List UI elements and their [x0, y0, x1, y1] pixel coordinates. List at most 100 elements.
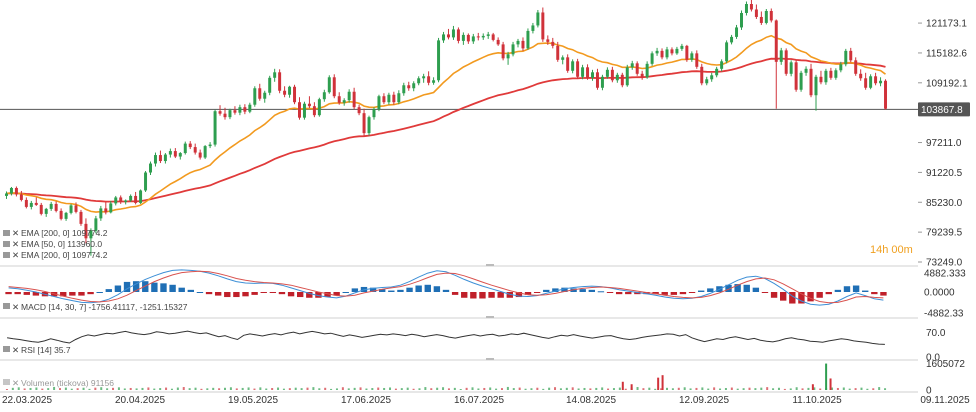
candle[interactable]: [566, 54, 570, 73]
candle[interactable]: [124, 199, 128, 205]
candle[interactable]: [4, 191, 8, 199]
candle[interactable]: [223, 107, 227, 120]
candle[interactable]: [327, 75, 331, 94]
candle[interactable]: [720, 59, 724, 72]
candle[interactable]: [437, 37, 441, 83]
candle[interactable]: [476, 32, 480, 41]
candle[interactable]: [769, 8, 773, 23]
candle[interactable]: [372, 107, 376, 120]
candle[interactable]: [29, 200, 33, 210]
candle[interactable]: [869, 74, 873, 90]
candle[interactable]: [446, 28, 450, 40]
candle[interactable]: [754, 4, 758, 19]
settings-icon[interactable]: [3, 252, 10, 258]
candle[interactable]: [283, 86, 287, 98]
candle[interactable]: [149, 161, 152, 175]
candle[interactable]: [635, 61, 639, 76]
candle[interactable]: [49, 201, 53, 211]
candle[interactable]: [670, 47, 674, 56]
candle[interactable]: [864, 72, 868, 90]
candle[interactable]: [655, 47, 659, 56]
candle[interactable]: [134, 191, 138, 205]
candle[interactable]: [854, 57, 858, 76]
candle[interactable]: [744, 1, 748, 16]
candle[interactable]: [735, 24, 739, 39]
candle[interactable]: [799, 70, 803, 92]
candle[interactable]: [695, 50, 699, 69]
candle[interactable]: [536, 9, 540, 28]
volume-pane[interactable]: 1605072 0: [5, 359, 965, 397]
candle[interactable]: [258, 83, 262, 101]
candle[interactable]: [322, 89, 326, 102]
candle[interactable]: [774, 19, 778, 109]
candle[interactable]: [89, 228, 93, 256]
candle[interactable]: [680, 43, 684, 51]
candle[interactable]: [506, 51, 510, 65]
candle[interactable]: [302, 101, 306, 120]
candle[interactable]: [625, 64, 629, 87]
candle[interactable]: [109, 200, 113, 214]
candle[interactable]: [605, 67, 609, 79]
candle[interactable]: [54, 201, 58, 213]
candle[interactable]: [397, 90, 401, 105]
candle[interactable]: [104, 202, 108, 215]
candle[interactable]: [660, 48, 664, 60]
candle[interactable]: [501, 41, 505, 61]
candle[interactable]: [168, 148, 172, 158]
candle[interactable]: [451, 25, 455, 40]
ema-50-line[interactable]: [6, 34, 886, 213]
candle[interactable]: [859, 69, 863, 81]
candle[interactable]: [705, 76, 709, 86]
candle[interactable]: [99, 205, 103, 221]
pane-drag-handle[interactable]: [486, 264, 494, 266]
candle[interactable]: [511, 41, 515, 57]
candle[interactable]: [59, 208, 63, 221]
candle[interactable]: [74, 202, 78, 214]
candle[interactable]: [427, 71, 431, 86]
pane-drag-handle[interactable]: [486, 316, 494, 318]
candle[interactable]: [193, 143, 197, 155]
candle[interactable]: [471, 33, 475, 44]
macd-legend[interactable]: ✕ MACD [14, 30, 7] -1756.41117, -1251.15…: [3, 302, 188, 312]
candle[interactable]: [332, 74, 336, 99]
candle[interactable]: [163, 153, 167, 164]
candle[interactable]: [248, 102, 252, 114]
candle[interactable]: [402, 82, 406, 96]
candle[interactable]: [312, 102, 316, 118]
ema-200-line[interactable]: [6, 57, 886, 203]
candle[interactable]: [9, 186, 13, 196]
candle[interactable]: [362, 108, 366, 136]
candle[interactable]: [273, 68, 277, 82]
candle[interactable]: [178, 152, 182, 160]
candle[interactable]: [759, 11, 763, 25]
candle[interactable]: [19, 190, 23, 202]
candle[interactable]: [422, 73, 426, 83]
candle[interactable]: [183, 141, 187, 155]
candle[interactable]: [645, 61, 649, 79]
candle[interactable]: [749, 0, 753, 12]
candle[interactable]: [839, 61, 843, 73]
candle[interactable]: [789, 60, 793, 77]
candle[interactable]: [203, 145, 207, 160]
candle[interactable]: [298, 97, 301, 120]
candle[interactable]: [764, 8, 768, 25]
candle[interactable]: [834, 68, 838, 80]
candle[interactable]: [79, 209, 83, 226]
candle[interactable]: [740, 10, 743, 30]
settings-icon[interactable]: [3, 346, 10, 352]
candle[interactable]: [129, 194, 133, 202]
candle[interactable]: [700, 63, 704, 86]
macd-signal-line[interactable]: [8, 270, 884, 304]
rsi-pane[interactable]: 70.0 0.0: [7, 328, 946, 364]
candle[interactable]: [541, 7, 545, 42]
candle[interactable]: [119, 195, 123, 204]
candle[interactable]: [158, 150, 162, 164]
candle[interactable]: [650, 51, 654, 66]
candle[interactable]: [24, 197, 28, 209]
close-icon[interactable]: ✕: [12, 239, 19, 249]
candle[interactable]: [34, 197, 38, 206]
candle[interactable]: [466, 33, 470, 44]
candle[interactable]: [844, 48, 848, 67]
candle[interactable]: [342, 98, 346, 106]
